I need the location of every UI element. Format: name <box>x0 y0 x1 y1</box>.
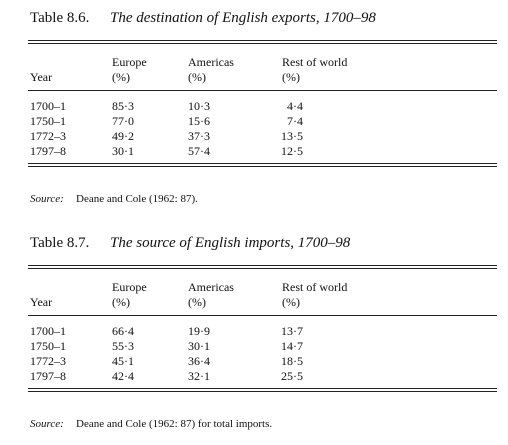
column-header: Americas <box>188 280 234 294</box>
cell: 7·4 <box>287 114 303 128</box>
cell: 30·1 <box>112 144 134 158</box>
column-header: (%) <box>188 295 206 309</box>
table-label: Table 8.6. <box>30 10 90 26</box>
cell: 1750–1 <box>30 114 66 128</box>
rule <box>28 163 497 167</box>
column-header: (%) <box>112 295 130 309</box>
table-caption: The source of English imports, 1700–98 <box>110 235 351 251</box>
column-header: Year <box>30 70 53 84</box>
cell: 19·9 <box>188 324 210 338</box>
cell: 36·4 <box>188 354 210 368</box>
rule <box>28 265 497 269</box>
cell: 49·2 <box>112 129 134 143</box>
cell: 1797–8 <box>30 369 66 383</box>
cell: 55·3 <box>112 339 134 353</box>
cell: 13·5 <box>281 129 303 143</box>
column-header: Rest of world <box>282 280 348 294</box>
source-text: Deane and Cole (1962: 87). <box>76 193 198 205</box>
column-header: Rest of world <box>282 55 348 69</box>
table-label: Table 8.7. <box>30 235 90 251</box>
rule <box>28 40 497 44</box>
cell: 4·4 <box>287 99 303 113</box>
source-text: Deane and Cole (1962: 87) for total impo… <box>76 418 273 430</box>
cell: 66·4 <box>112 324 134 338</box>
column-header: Americas <box>188 55 234 69</box>
column-header: Europe <box>112 55 147 69</box>
cell: 77·0 <box>112 114 134 128</box>
cell: 13·7 <box>281 324 303 338</box>
column-header: Europe <box>112 280 147 294</box>
rule <box>28 90 497 91</box>
table-caption: The destination of English exports, 1700… <box>110 10 376 26</box>
cell: 1797–8 <box>30 144 66 158</box>
column-header: Year <box>30 295 53 309</box>
cell: 12·5 <box>281 144 303 158</box>
source-label: Source: <box>30 418 64 430</box>
cell: 57·4 <box>188 144 210 158</box>
cell: 1772–3 <box>30 354 66 368</box>
column-header: (%) <box>112 70 130 84</box>
cell: 18·5 <box>281 354 303 368</box>
cell: 30·1 <box>188 339 210 353</box>
cell: 15·6 <box>188 114 210 128</box>
rule <box>28 388 497 392</box>
cell: 14·7 <box>281 339 303 353</box>
cell: 32·1 <box>188 369 210 383</box>
cell: 45·1 <box>112 354 134 368</box>
column-header: (%) <box>282 295 300 309</box>
column-header: (%) <box>188 70 206 84</box>
cell: 42·4 <box>112 369 134 383</box>
cell: 1772–3 <box>30 129 66 143</box>
cell: 10·3 <box>188 99 210 113</box>
source-label: Source: <box>30 193 64 205</box>
cell: 37·3 <box>188 129 210 143</box>
cell: 1750–1 <box>30 339 66 353</box>
cell: 25·5 <box>281 369 303 383</box>
cell: 85·3 <box>112 99 134 113</box>
column-header: (%) <box>282 70 300 84</box>
rule <box>28 315 497 316</box>
cell: 1700–1 <box>30 324 66 338</box>
cell: 1700–1 <box>30 99 66 113</box>
